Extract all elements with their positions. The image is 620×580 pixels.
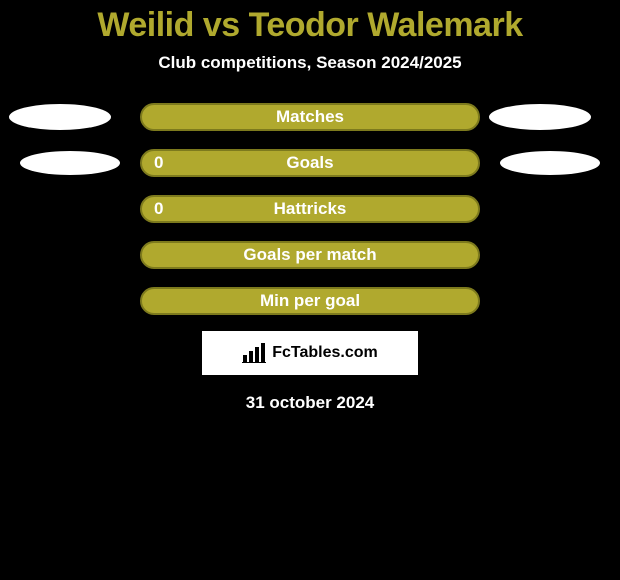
comparison-row: Hattricks0 (0, 195, 620, 223)
left-ellipse (20, 151, 120, 175)
comparison-row: Goals per match (0, 241, 620, 269)
comparison-row: Min per goal (0, 287, 620, 315)
comparison-row: Goals0 (0, 149, 620, 177)
stat-bar: Goals0 (140, 149, 480, 177)
page-title: Weilid vs Teodor Walemark (0, 0, 620, 45)
stat-label: Goals per match (142, 245, 478, 265)
bar-chart-icon (242, 343, 266, 363)
stat-bar: Goals per match (140, 241, 480, 269)
comparison-rows: MatchesGoals0Hattricks0Goals per matchMi… (0, 103, 620, 315)
stat-label: Hattricks (142, 199, 478, 219)
stat-bar: Hattricks0 (140, 195, 480, 223)
stat-left-value: 0 (154, 199, 163, 219)
right-ellipse (500, 151, 600, 175)
stat-label: Goals (142, 153, 478, 173)
stat-bar: Min per goal (140, 287, 480, 315)
date-text: 31 october 2024 (0, 393, 620, 413)
subtitle: Club competitions, Season 2024/2025 (0, 53, 620, 73)
left-ellipse (9, 104, 111, 130)
brand-box: FcTables.com (202, 331, 418, 375)
stat-label: Min per goal (142, 291, 478, 311)
stat-bar: Matches (140, 103, 480, 131)
comparison-row: Matches (0, 103, 620, 131)
stat-left-value: 0 (154, 153, 163, 173)
right-ellipse (489, 104, 591, 130)
brand-text: FcTables.com (272, 344, 378, 362)
stat-label: Matches (142, 107, 478, 127)
